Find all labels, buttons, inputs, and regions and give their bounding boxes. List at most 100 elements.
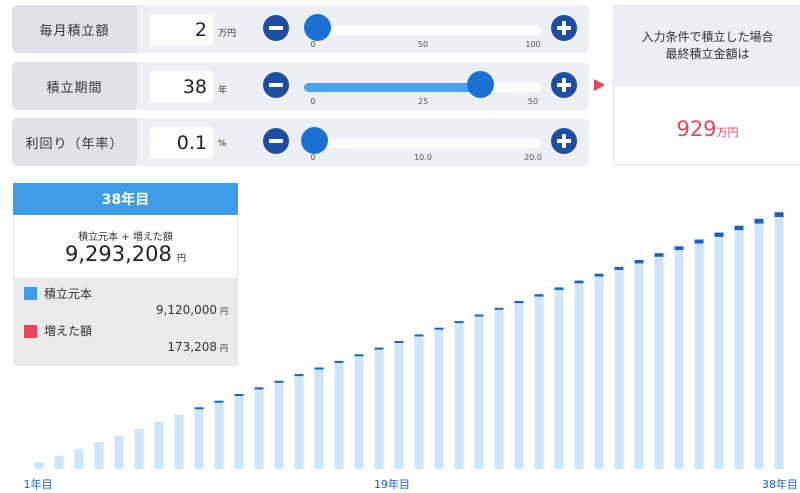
monthly-amount-label: 毎月積立額	[12, 5, 137, 53]
principal-bar	[334, 362, 344, 469]
gain-bar	[694, 239, 704, 244]
result-amount-unit: 万円	[716, 126, 739, 139]
rate-row: 利回り（年率） 0.1 % 0 10.0 20.0	[12, 118, 589, 166]
result-amount: 929万円	[614, 117, 800, 141]
principal-bar	[774, 217, 784, 469]
summary-total-amount: 9,293,208 円	[14, 242, 237, 266]
principal-swatch	[24, 287, 37, 300]
summary-total-value: 9,293,208	[65, 242, 172, 266]
gain-bar	[554, 287, 564, 290]
period-slider-thumb[interactable]	[466, 71, 494, 98]
principal-bar	[54, 455, 64, 469]
rate-slider-track[interactable]	[304, 139, 542, 148]
principal-unit: 円	[220, 307, 228, 316]
period-tick-mid: 25	[417, 97, 429, 106]
gain-bar	[654, 253, 664, 257]
rate-input[interactable]: 0.1	[150, 127, 213, 158]
x-tick-label: 1年目	[24, 477, 53, 491]
principal-bar	[34, 462, 44, 469]
gain-bar	[334, 360, 344, 363]
monthly-tick-max: 100	[525, 40, 541, 49]
principal-bar	[294, 376, 304, 469]
principal-bar	[694, 243, 704, 469]
monthly-slider-track[interactable]	[304, 26, 542, 35]
gain-bar	[454, 321, 464, 324]
principal-bar	[554, 289, 564, 469]
gain-unit: 円	[220, 344, 228, 353]
principal-bar	[214, 402, 224, 469]
period-slider-fill	[304, 83, 481, 92]
minus-icon	[269, 83, 283, 87]
gain-bar	[214, 400, 224, 403]
principal-bar	[74, 449, 84, 469]
period-tick-max: 50	[527, 97, 539, 106]
principal-bar	[194, 409, 204, 469]
period-unit: 年	[218, 86, 228, 96]
period-row: 積立期間 38 年 0 25 50	[12, 62, 589, 110]
period-increase-button[interactable]	[551, 72, 577, 98]
arrow-right-icon	[594, 79, 605, 91]
period-slider-track[interactable]	[304, 83, 542, 92]
monthly-decrease-button[interactable]	[263, 15, 289, 41]
monthly-amount-row: 毎月積立額 2 万円 0 50 100	[12, 5, 589, 53]
gain-label: 増えた額	[44, 324, 93, 338]
rate-decrease-button[interactable]	[263, 128, 289, 154]
gain-bar	[494, 307, 504, 310]
gain-value: 173,208	[167, 340, 217, 354]
gain-bar	[234, 394, 244, 396]
result-amount-value: 929	[676, 117, 717, 141]
principal-bar	[314, 369, 324, 469]
gain-amount: 173,208 円	[167, 340, 228, 354]
principal-bar	[174, 415, 184, 469]
monthly-tick-min: 0	[310, 40, 316, 49]
monthly-amount-input[interactable]: 2	[150, 14, 213, 45]
principal-bar	[614, 270, 624, 469]
gain-bar	[314, 367, 324, 370]
rate-increase-button[interactable]	[551, 128, 577, 154]
principal-bar	[574, 283, 584, 469]
principal-value: 9,120,000	[155, 303, 217, 317]
period-label: 積立期間	[12, 62, 137, 110]
gain-bar	[634, 260, 644, 264]
period-input[interactable]: 38	[150, 71, 213, 102]
monthly-amount-unit: 万円	[218, 29, 237, 39]
minus-icon	[269, 26, 283, 30]
principal-bar	[674, 250, 684, 469]
monthly-slider-thumb[interactable]	[303, 14, 331, 41]
gain-bar	[754, 218, 764, 224]
gain-bar	[434, 327, 444, 330]
minus-icon	[269, 139, 283, 143]
gain-swatch	[24, 325, 37, 338]
principal-bar	[254, 389, 264, 469]
principal-bar	[634, 263, 644, 469]
summary-year-title: 38年目	[13, 183, 238, 215]
principal-amount: 9,120,000 円	[156, 303, 228, 317]
gain-bar	[354, 354, 364, 357]
result-caption-line2: 最終積立金額は	[665, 47, 750, 61]
summary-total-label: 積立元本 + 増えた額	[78, 232, 173, 243]
gain-bar	[674, 246, 684, 251]
gain-bar	[574, 280, 584, 284]
rate-slider-thumb[interactable]	[300, 127, 328, 154]
gain-bar	[514, 301, 524, 304]
period-decrease-button[interactable]	[263, 72, 289, 98]
gain-bar	[714, 232, 724, 237]
gain-bar	[534, 294, 544, 297]
monthly-increase-button[interactable]	[551, 15, 577, 41]
principal-label: 積立元本	[44, 287, 93, 301]
gain-bar	[194, 407, 204, 410]
gain-bar	[614, 266, 624, 270]
principal-bar	[414, 336, 424, 469]
rate-tick-mid: 10.0	[414, 153, 432, 162]
principal-bar	[114, 435, 124, 469]
gain-bar	[594, 273, 604, 277]
principal-bar	[714, 236, 724, 469]
rate-tick-max: 20.0	[524, 153, 542, 162]
rate-label: 利回り（年率）	[12, 118, 137, 166]
principal-bar	[94, 442, 104, 469]
monthly-tick-mid: 50	[417, 40, 429, 49]
principal-bar	[394, 343, 404, 469]
gain-bar	[394, 341, 404, 343]
